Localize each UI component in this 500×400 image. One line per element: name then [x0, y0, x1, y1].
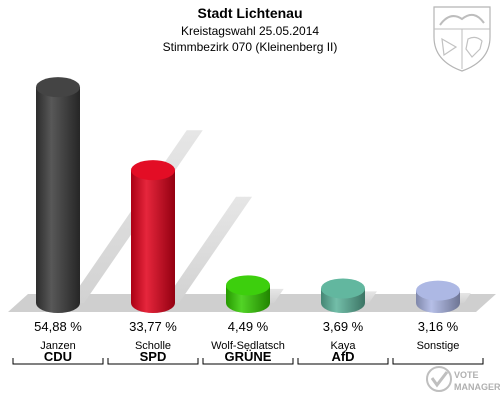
bar-top — [321, 278, 365, 299]
bar-cdu — [36, 77, 80, 313]
label-bracket — [297, 358, 389, 365]
bar-shadow — [163, 196, 253, 303]
bar-spd — [131, 160, 175, 313]
party-label: GRÜNE — [225, 349, 272, 364]
candidate-label: Janzen — [40, 340, 75, 352]
chart-subtitle: Kreistagswahl 25.05.2014 — [181, 24, 319, 38]
bar-body — [36, 87, 80, 313]
candidate-label: Sonstige — [417, 340, 460, 352]
bar-shadows — [68, 130, 471, 303]
watermark-vote: VOTE — [454, 370, 479, 380]
value-label: 4,49 % — [228, 319, 269, 334]
candidate-label: Wolf-Sedlatsch — [211, 340, 285, 352]
bar-body — [131, 170, 175, 313]
value-label: 54,88 % — [34, 319, 82, 334]
candidate-label: Scholle — [135, 340, 171, 352]
party-label: CDU — [44, 349, 72, 364]
bar-top — [416, 280, 460, 301]
party-label: AfD — [331, 349, 354, 364]
bars — [36, 77, 460, 313]
bar-top — [226, 275, 270, 296]
label-bracket — [12, 358, 104, 365]
votemanager-logo-icon — [426, 366, 452, 392]
chart-district: Stimmbezirk 070 (Kleinenberg II) — [163, 40, 338, 54]
label-bracket — [392, 358, 484, 365]
candidate-label: Kaya — [330, 340, 356, 352]
party-label: SPD — [140, 349, 167, 364]
watermark-manager: MANAGER — [454, 382, 500, 392]
nrw-coat-of-arms-icon — [433, 6, 491, 72]
label-bracket — [202, 358, 294, 365]
bar-top — [36, 77, 80, 98]
label-bracket — [107, 358, 199, 365]
bar-grüne — [226, 275, 270, 313]
value-label: 3,69 % — [323, 319, 364, 334]
bar-sonstige — [416, 280, 460, 313]
bar-top — [131, 160, 175, 181]
chart-title: Stadt Lichtenau — [197, 5, 302, 21]
value-label: 3,16 % — [418, 319, 459, 334]
value-label: 33,77 % — [129, 319, 177, 334]
bar-afd — [321, 278, 365, 313]
